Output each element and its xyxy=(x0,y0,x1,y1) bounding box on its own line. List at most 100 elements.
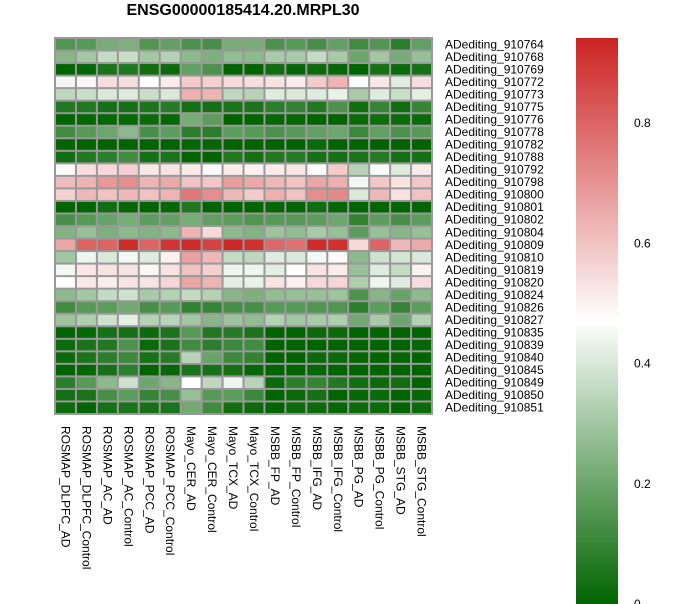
heatmap-cell xyxy=(223,201,243,213)
heatmap-cell xyxy=(56,76,75,88)
heatmap-cell xyxy=(286,364,306,376)
heatmap-cell xyxy=(97,227,117,238)
heatmap-cell xyxy=(76,327,96,338)
heatmap-cell xyxy=(97,64,117,75)
heatmap-cell xyxy=(76,101,96,113)
heatmap-cell xyxy=(223,164,243,175)
heatmap-cell xyxy=(412,126,431,138)
heatmap-cell xyxy=(244,314,264,326)
heatmap-cell xyxy=(76,389,96,401)
heatmap-cell xyxy=(244,51,264,63)
heatmap-cell xyxy=(202,126,222,138)
heatmap-cell xyxy=(139,339,159,351)
heatmap-cell xyxy=(118,51,138,63)
heatmap-cell xyxy=(76,364,96,376)
heatmap-cell xyxy=(56,227,75,238)
row-label: ADediting_910772 xyxy=(445,75,544,89)
row-label: ADediting_910769 xyxy=(445,62,544,76)
heatmap-cell xyxy=(97,76,117,88)
heatmap-cell xyxy=(97,377,117,388)
row-labels: ADediting_910764ADediting_910768ADeditin… xyxy=(445,37,544,414)
heatmap-cell xyxy=(118,101,138,113)
heatmap-cell xyxy=(139,264,159,276)
heatmap-cell xyxy=(202,252,222,263)
heatmap-cell xyxy=(160,389,180,401)
heatmap-cell xyxy=(56,402,75,413)
heatmap-cell xyxy=(370,101,390,113)
heatmap-cell xyxy=(328,289,348,301)
column-label: MSBB_IFG_AD xyxy=(310,426,324,510)
heatmap-cell xyxy=(76,314,96,326)
heatmap-cell xyxy=(370,126,390,138)
row-label: ADediting_910826 xyxy=(445,300,544,314)
row-label: ADediting_910824 xyxy=(445,288,544,302)
heatmap-cell xyxy=(412,239,431,251)
heatmap-cell xyxy=(265,201,285,213)
heatmap-cell xyxy=(223,402,243,413)
heatmap-cell xyxy=(97,352,117,363)
heatmap-cell xyxy=(181,252,201,263)
heatmap-cell xyxy=(202,214,222,225)
heatmap-cell xyxy=(244,377,264,388)
heatmap-cell xyxy=(370,176,390,188)
heatmap-cell xyxy=(76,239,96,251)
heatmap-cell xyxy=(370,76,390,88)
heatmap-cell xyxy=(97,39,117,50)
heatmap-cell xyxy=(412,339,431,351)
heatmap-cell xyxy=(307,277,327,288)
heatmap-cell xyxy=(223,352,243,363)
heatmap-cell xyxy=(244,252,264,263)
heatmap-cell xyxy=(370,89,390,100)
heatmap-cell xyxy=(118,201,138,213)
heatmap-cell xyxy=(412,89,431,100)
heatmap-cell xyxy=(160,126,180,138)
heatmap-cell xyxy=(328,64,348,75)
heatmap-cell xyxy=(244,39,264,50)
heatmap-cell xyxy=(412,39,431,50)
heatmap-cell xyxy=(181,176,201,188)
column-label: Mayo_TCX_AD xyxy=(226,426,240,510)
heatmap-cell xyxy=(391,252,411,263)
heatmap-cell xyxy=(328,352,348,363)
heatmap-cell xyxy=(223,176,243,188)
column-label: Mayo_CER_Control xyxy=(205,426,219,533)
heatmap-cell xyxy=(412,364,431,376)
row-label: ADediting_910775 xyxy=(445,100,544,114)
heatmap-cell xyxy=(370,201,390,213)
row-label: ADediting_910809 xyxy=(445,238,544,252)
heatmap-cell xyxy=(349,101,369,113)
heatmap-cell xyxy=(391,214,411,225)
heatmap-cell xyxy=(97,364,117,376)
column-label: Mayo_TCX_Control xyxy=(247,426,261,531)
heatmap-cell xyxy=(412,114,431,125)
heatmap-cell xyxy=(349,364,369,376)
heatmap-cell xyxy=(391,39,411,50)
heatmap-cell xyxy=(328,264,348,276)
heatmap-cell xyxy=(307,227,327,238)
heatmap-cell xyxy=(370,252,390,263)
heatmap-cell xyxy=(328,314,348,326)
heatmap-cell xyxy=(265,264,285,276)
row-label: ADediting_910845 xyxy=(445,363,544,377)
heatmap-cell xyxy=(412,151,431,163)
heatmap-cell xyxy=(370,139,390,150)
colorbar-tick-label: 0.8 xyxy=(634,116,651,130)
colorbar-tick-label: 0 xyxy=(634,597,641,604)
heatmap-cell xyxy=(307,151,327,163)
heatmap-cell xyxy=(328,214,348,225)
heatmap-cell xyxy=(160,289,180,301)
heatmap-cell xyxy=(160,101,180,113)
row-label: ADediting_910851 xyxy=(445,401,544,415)
heatmap-cell xyxy=(349,214,369,225)
heatmap-cell xyxy=(202,51,222,63)
row-label: ADediting_910850 xyxy=(445,388,544,402)
heatmap-cell xyxy=(286,176,306,188)
heatmap-cell xyxy=(391,151,411,163)
heatmap-cell xyxy=(307,339,327,351)
column-label: MSBB_PG_Control xyxy=(373,426,387,529)
heatmap-cell xyxy=(223,377,243,388)
heatmap-cell xyxy=(349,314,369,326)
heatmap-cell xyxy=(265,64,285,75)
heatmap-cell xyxy=(328,201,348,213)
